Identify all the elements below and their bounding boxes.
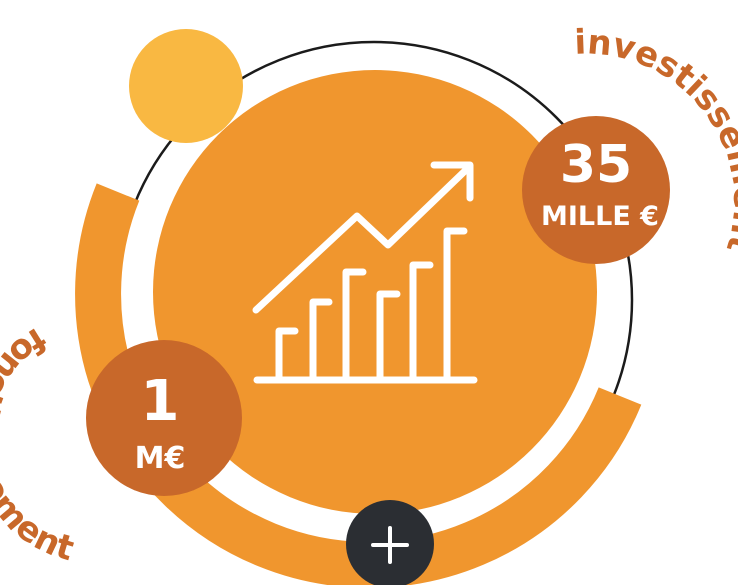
fonctionnement-badge: 1 M€	[86, 340, 242, 496]
fonctionnement-label: fonctionnement	[0, 319, 78, 569]
fonctionnement-value: 1	[141, 369, 180, 434]
fonctionnement-circle	[86, 340, 242, 496]
decorative-yellow-dot	[129, 29, 243, 143]
investissement-badge: 35 MILLE €	[522, 116, 670, 264]
investissement-value: 35	[560, 135, 632, 195]
investissement-circle	[522, 116, 670, 264]
center-disc	[153, 70, 597, 514]
left-orange-arc	[75, 183, 642, 585]
fonctionnement-unit: M€	[135, 441, 186, 476]
more-button[interactable]	[346, 500, 434, 585]
growth-chart-icon	[252, 161, 478, 384]
plus-icon	[371, 526, 409, 564]
investissement-unit: MILLE €	[541, 201, 659, 232]
